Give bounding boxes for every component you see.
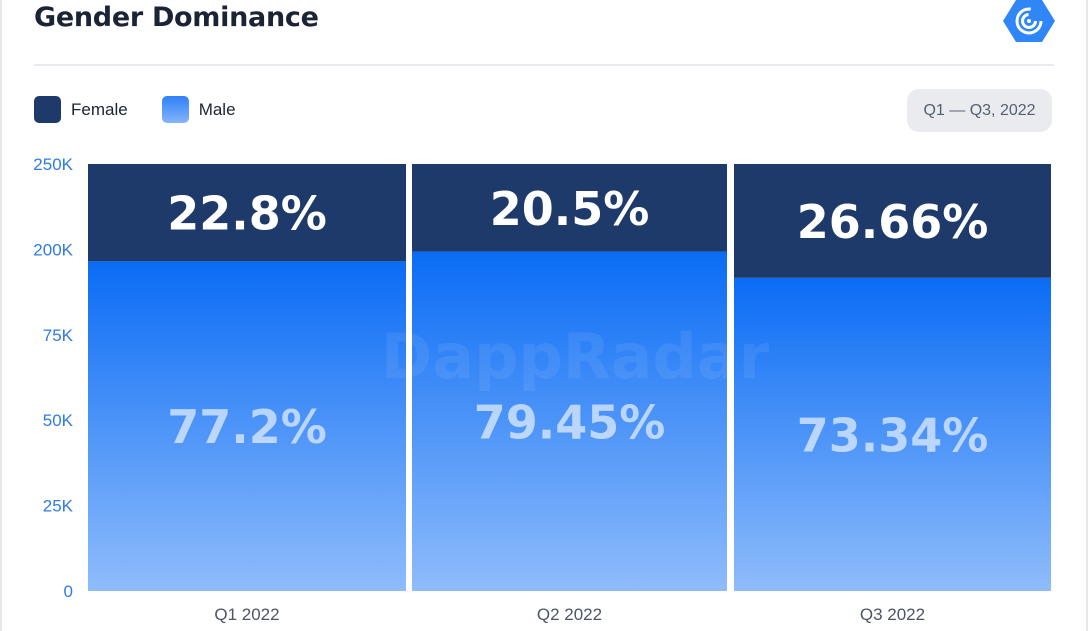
date-range-selector[interactable]: Q1 — Q3, 2022 xyxy=(907,89,1052,132)
bar-male-q3-2022[interactable] xyxy=(734,277,1051,591)
data-label-female-q3-2022: 26.66% xyxy=(797,195,989,249)
legend-swatch-female xyxy=(34,96,61,123)
bar-male-q2-2022[interactable] xyxy=(412,251,727,591)
x-tick-q1-2022: Q1 2022 xyxy=(214,605,279,624)
y-tick-25k: 25K xyxy=(43,497,74,516)
data-label-female-q2-2022: 20.5% xyxy=(490,182,650,236)
data-label-male-q3-2022: 73.34% xyxy=(797,408,989,462)
legend-swatch-male xyxy=(161,96,189,123)
legend-item-female[interactable]: Female xyxy=(34,96,128,123)
legend-item-male[interactable]: Male xyxy=(161,96,236,123)
frame-right-border xyxy=(1086,0,1088,631)
bar-female-q3-2022[interactable] xyxy=(734,164,1051,278)
data-label-male-q2-2022: 79.45% xyxy=(474,395,666,449)
chart-legend: Female Male xyxy=(34,96,270,123)
y-tick-75k: 75K xyxy=(43,326,74,345)
page-title: Gender Dominance xyxy=(34,2,319,33)
y-tick-0: 0 xyxy=(64,582,73,601)
legend-label-female: Female xyxy=(71,99,128,119)
header-divider xyxy=(34,64,1054,66)
y-tick-200k: 200K xyxy=(33,240,73,259)
bar-male-q1-2022[interactable] xyxy=(88,261,406,591)
x-tick-q2-2022: Q2 2022 xyxy=(537,605,602,624)
y-tick-50k: 50K xyxy=(43,411,74,430)
bar-female-q1-2022[interactable] xyxy=(88,164,406,262)
y-tick-250k: 250K xyxy=(33,155,73,174)
data-label-female-q1-2022: 22.8% xyxy=(167,187,327,241)
frame-left-border xyxy=(0,0,2,631)
dappradar-logo-icon[interactable] xyxy=(1003,0,1055,42)
data-label-male-q1-2022: 77.2% xyxy=(167,400,327,454)
bar-female-q2-2022[interactable] xyxy=(412,164,727,252)
watermark-text: DappRadar xyxy=(381,320,770,393)
legend-label-male: Male xyxy=(198,99,236,119)
x-tick-q3-2022: Q3 2022 xyxy=(860,605,925,624)
